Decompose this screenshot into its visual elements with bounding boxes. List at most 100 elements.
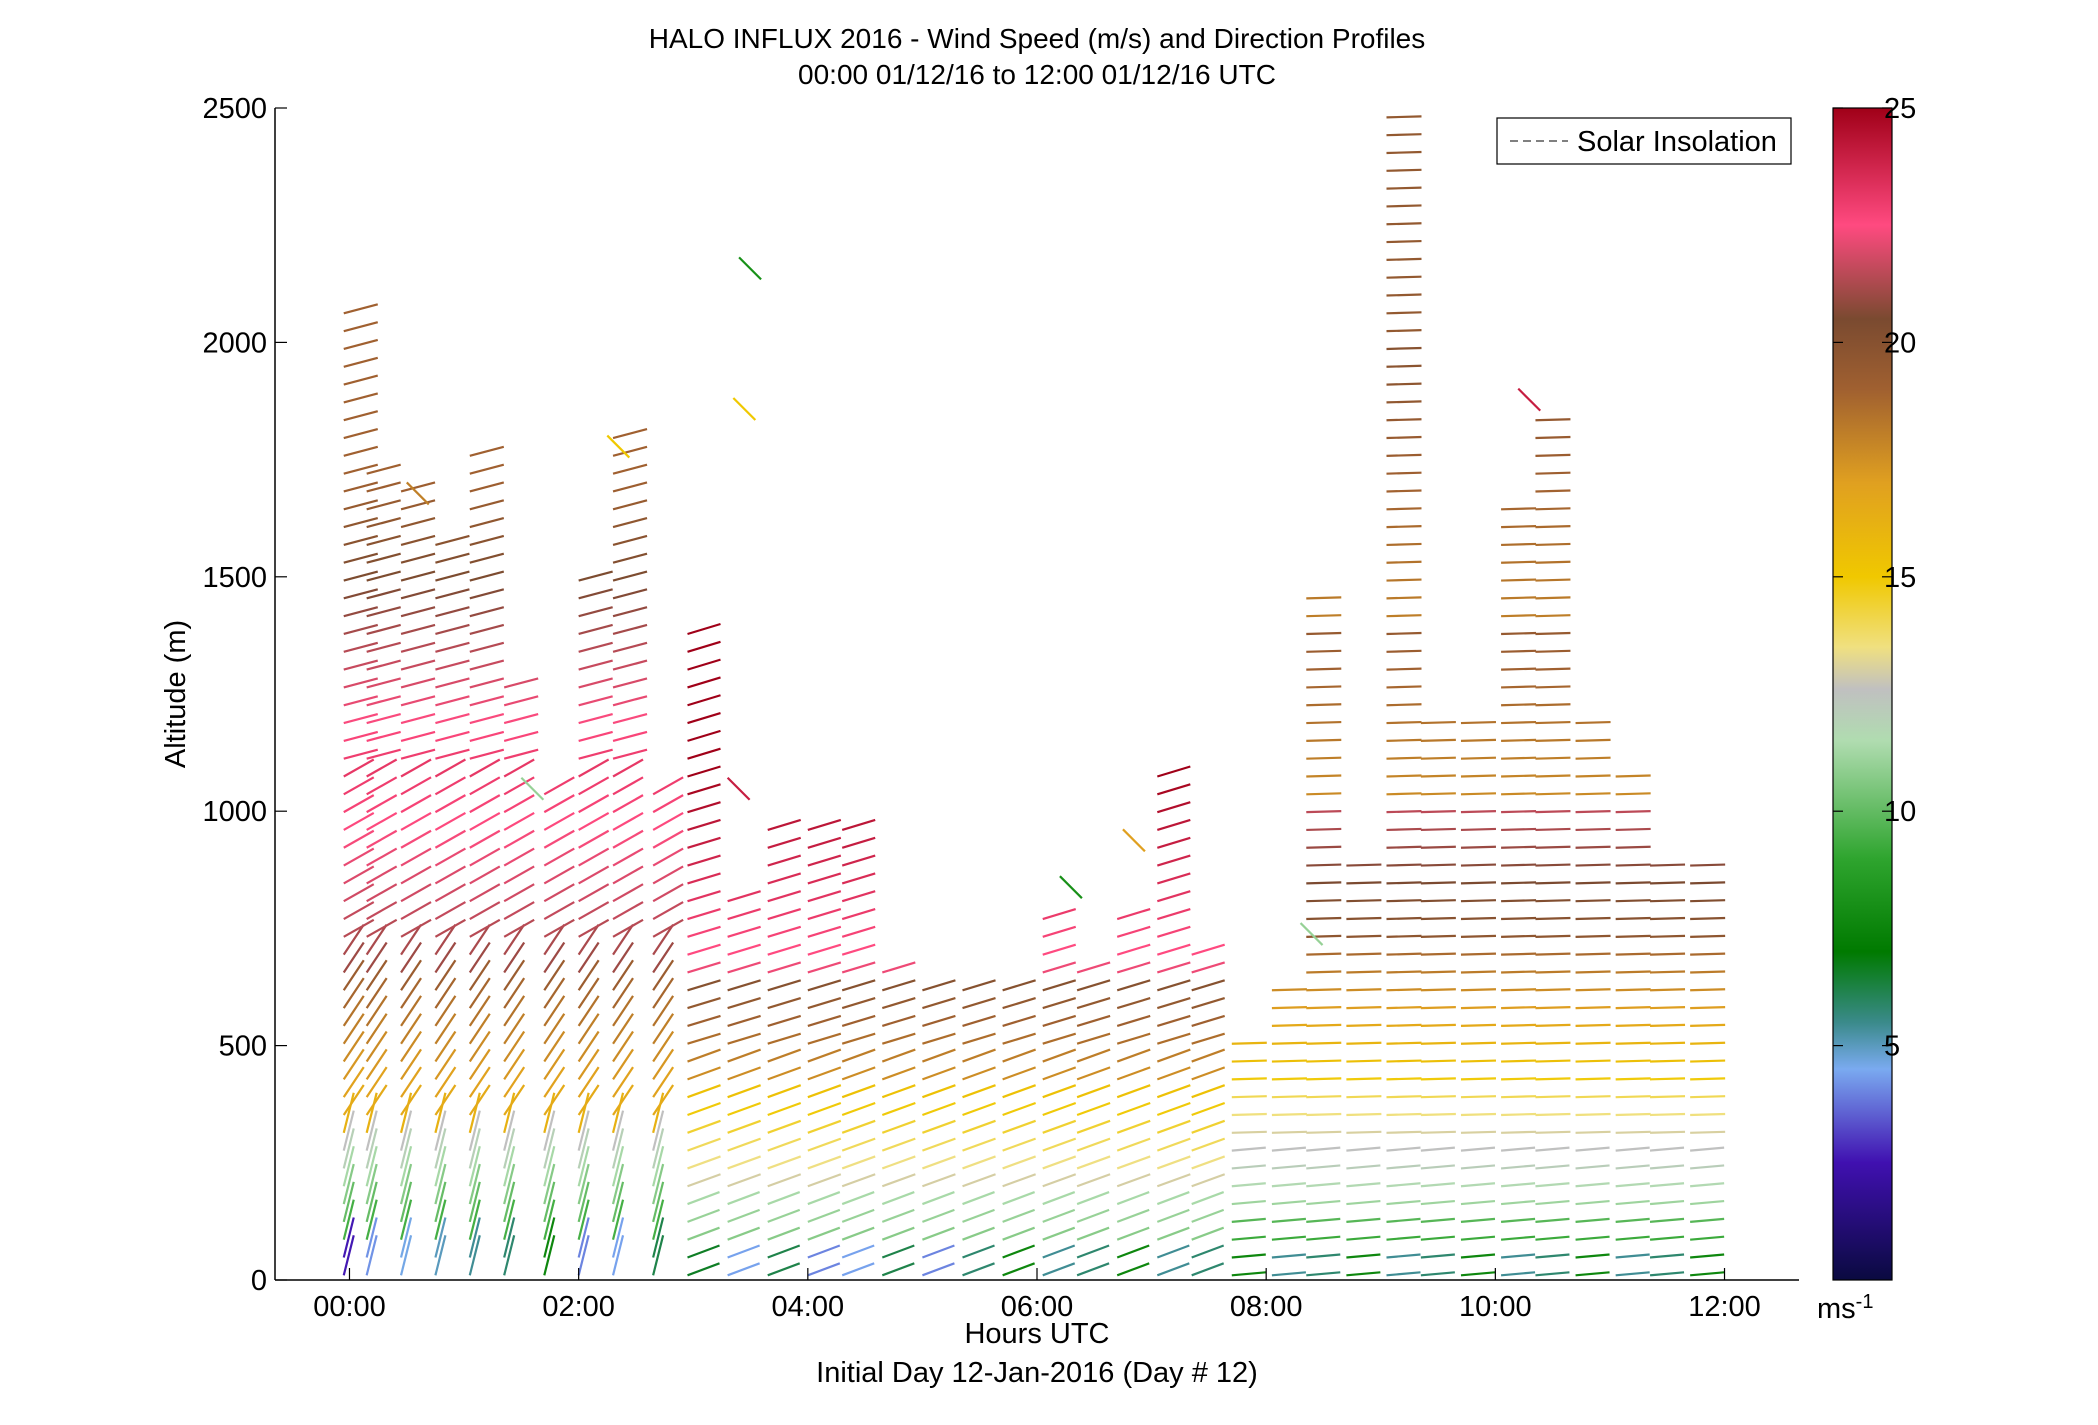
wind-barb [612, 794, 644, 814]
wind-barb [1535, 1095, 1571, 1099]
wind-barb [543, 924, 566, 956]
wind-barb [1501, 863, 1537, 867]
wind-barb [1306, 845, 1342, 849]
wind-barb [468, 1181, 481, 1223]
wind-barb [469, 730, 505, 742]
wind-barb [366, 481, 401, 493]
wind-barb [1615, 845, 1651, 849]
wind-barb [841, 1208, 875, 1223]
wind-barb [543, 918, 575, 938]
wind-barb [1191, 1244, 1225, 1259]
wind-barb [343, 588, 379, 600]
wind-barb [1535, 774, 1571, 778]
wind-barb [1386, 133, 1422, 137]
wind-barb [1386, 435, 1422, 440]
wind-barb [1002, 1066, 1036, 1081]
wind-barb [1650, 988, 1686, 992]
wind-barb [1460, 970, 1497, 974]
wind-barb [1346, 1199, 1381, 1206]
wind-barb [366, 865, 398, 885]
wind-barb [687, 872, 721, 885]
wind-barb [343, 463, 379, 475]
wind-barb [1346, 1095, 1382, 1099]
wind-barb [1420, 845, 1456, 849]
wind-barb [1650, 1023, 1686, 1028]
wind-barb [1386, 382, 1422, 386]
wind-barb [1386, 257, 1422, 261]
wind-barb [1615, 1059, 1651, 1063]
wind-barb [807, 979, 842, 992]
wind-barb [1501, 578, 1537, 582]
wind-barb [503, 883, 535, 903]
wind-barb [1386, 204, 1422, 208]
wind-barb [468, 1235, 481, 1276]
wind-barb [543, 1066, 566, 1098]
wind-barb [1156, 1032, 1191, 1045]
wind-barb [343, 901, 375, 920]
wind-barb [1575, 1023, 1611, 1028]
wind-barb [1501, 703, 1537, 707]
wind-barb [1501, 720, 1537, 725]
wind-barb [841, 1014, 876, 1027]
wind-barb [922, 1137, 956, 1152]
wind-barb [962, 1173, 996, 1188]
wind-barb [687, 676, 721, 689]
wind-barb [1386, 685, 1422, 689]
wind-barb [342, 1145, 355, 1187]
wind-barb [767, 907, 802, 921]
wind-barb [1386, 988, 1422, 992]
wind-barb [612, 481, 648, 493]
wind-barb [687, 1226, 720, 1241]
wind-barb [342, 924, 365, 956]
wind-barb [1501, 756, 1537, 760]
wind-barb [1535, 542, 1571, 547]
wind-barb [1156, 907, 1191, 921]
wind-barb [612, 517, 648, 529]
wind-barb [1615, 774, 1651, 778]
wind-barb [612, 1066, 634, 1098]
colorbar: 5 10 15 20 25 ms-1 [1817, 93, 1916, 1325]
wind-barb [1650, 916, 1686, 921]
wind-barb [1575, 1005, 1611, 1010]
wind-barb [1306, 881, 1342, 885]
wind-barb [612, 959, 634, 991]
wind-barb [434, 1110, 447, 1151]
wind-barb [1156, 1066, 1191, 1081]
wind-barb [612, 811, 644, 831]
wind-barb [343, 811, 375, 831]
wind-barb [435, 534, 470, 546]
wind-barb [1231, 1253, 1266, 1259]
wind-barb [841, 1191, 875, 1206]
wind-barb [1575, 1059, 1611, 1063]
wind-barb [1116, 1137, 1151, 1152]
wind-barb [469, 794, 501, 814]
wind-barb [612, 1030, 634, 1063]
wind-barb [543, 977, 566, 1009]
wind-barb [503, 924, 526, 956]
wind-barb [434, 847, 466, 867]
wind-barb [612, 534, 648, 546]
wind-barb [687, 1262, 720, 1277]
wind-barb [434, 1163, 447, 1205]
wind-barb [1575, 1164, 1610, 1170]
wind-barb [1271, 1182, 1306, 1188]
wind-barb [543, 1013, 566, 1045]
wind-barb [400, 623, 436, 636]
wind-barb [434, 883, 466, 903]
wind-barb [1346, 899, 1382, 903]
wind-barb [1231, 1041, 1267, 1045]
wind-barb [434, 901, 466, 920]
wind-barb [343, 695, 379, 707]
wind-barb [342, 1235, 355, 1276]
wind-barb [1306, 1235, 1341, 1241]
wind-barb [962, 1262, 995, 1277]
wind-barb [807, 997, 842, 1010]
wind-barb [1615, 1095, 1651, 1099]
wind-barb [543, 1145, 556, 1187]
wind-barb [652, 776, 684, 796]
wind-barb [1460, 899, 1497, 903]
wind-barb [767, 1155, 802, 1170]
wind-barb [400, 918, 432, 938]
wind-barb [1156, 1048, 1191, 1063]
wind-barb [365, 1092, 378, 1134]
